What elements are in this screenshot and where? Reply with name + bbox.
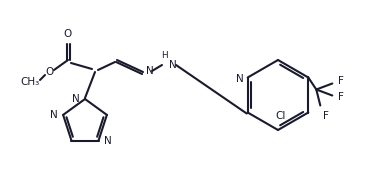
Text: Cl: Cl: [276, 111, 286, 121]
Text: N: N: [146, 66, 154, 76]
Text: F: F: [338, 93, 344, 102]
Text: N: N: [72, 94, 80, 104]
Text: H: H: [161, 50, 167, 59]
Text: N: N: [103, 136, 111, 146]
Text: O: O: [64, 29, 72, 39]
Text: N: N: [169, 60, 177, 70]
Text: F: F: [338, 76, 344, 87]
Text: N: N: [236, 75, 244, 84]
Text: CH₃: CH₃: [20, 77, 40, 87]
Text: N: N: [50, 110, 58, 120]
Text: F: F: [323, 112, 329, 121]
Text: O: O: [46, 67, 54, 77]
